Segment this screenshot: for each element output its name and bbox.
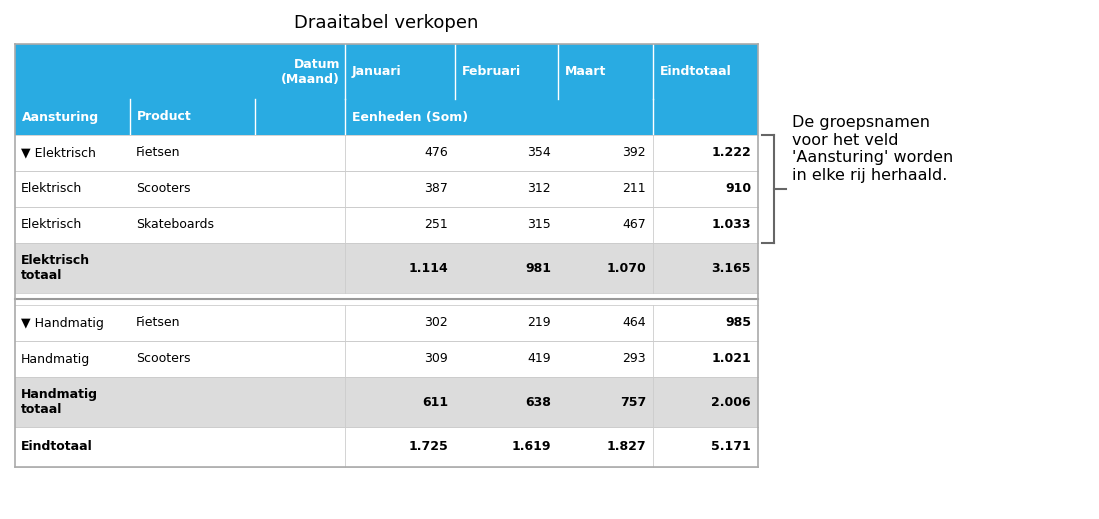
Text: 302: 302 [424, 317, 448, 330]
Text: 251: 251 [424, 218, 448, 231]
Text: 611: 611 [422, 395, 448, 408]
Text: Elektrisch
totaal: Elektrisch totaal [21, 254, 90, 282]
Text: 293: 293 [622, 352, 646, 365]
Text: Januari: Januari [352, 65, 401, 78]
Bar [15, 377, 758, 427]
Text: Datum
(Maand): Datum (Maand) [281, 58, 340, 86]
Text: Handmatig
totaal: Handmatig totaal [21, 388, 98, 416]
Bar [15, 171, 758, 207]
Text: 1.222: 1.222 [711, 146, 751, 159]
Text: 1.033: 1.033 [711, 218, 751, 231]
Text: 2.006: 2.006 [711, 395, 751, 408]
Text: Eindtotaal: Eindtotaal [21, 441, 92, 454]
Text: Product: Product [137, 111, 191, 124]
Text: Skateboards: Skateboards [136, 218, 214, 231]
Bar [15, 207, 758, 243]
Text: ▼ Elektrisch: ▼ Elektrisch [21, 146, 96, 159]
Bar [15, 44, 758, 99]
Bar [15, 305, 758, 341]
Text: Aansturing: Aansturing [22, 111, 99, 124]
Text: 392: 392 [622, 146, 646, 159]
Text: Elektrisch: Elektrisch [21, 218, 82, 231]
Bar [15, 341, 758, 377]
Text: 219: 219 [528, 317, 551, 330]
Text: 910: 910 [725, 183, 751, 196]
Text: Scooters: Scooters [136, 352, 190, 365]
Bar [15, 99, 758, 135]
Text: Eenheden (Som): Eenheden (Som) [352, 111, 468, 124]
Text: 419: 419 [528, 352, 551, 365]
Text: 312: 312 [528, 183, 551, 196]
Text: Eindtotaal: Eindtotaal [660, 65, 732, 78]
Text: Maart: Maart [565, 65, 607, 78]
Text: 638: 638 [525, 395, 551, 408]
Text: 211: 211 [622, 183, 646, 196]
Text: 476: 476 [424, 146, 448, 159]
Text: 315: 315 [528, 218, 551, 231]
Text: 1.070: 1.070 [607, 262, 646, 275]
Text: 757: 757 [620, 395, 646, 408]
Text: De groepsnamen
voor het veld
'Aansturing' worden
in elke rij herhaald.: De groepsnamen voor het veld 'Aansturing… [792, 115, 953, 183]
Text: 1.114: 1.114 [408, 262, 448, 275]
Text: Februari: Februari [462, 65, 521, 78]
Text: 1.619: 1.619 [511, 441, 551, 454]
Bar [15, 427, 758, 467]
Text: 387: 387 [424, 183, 448, 196]
Text: 1.827: 1.827 [607, 441, 646, 454]
Text: Fietsen: Fietsen [136, 317, 180, 330]
Text: 464: 464 [622, 317, 646, 330]
Text: 5.171: 5.171 [711, 441, 751, 454]
Text: ▼ Handmatig: ▼ Handmatig [21, 317, 104, 330]
Text: 981: 981 [525, 262, 551, 275]
Text: Draaitabel verkopen: Draaitabel verkopen [295, 14, 479, 32]
Text: 985: 985 [725, 317, 751, 330]
Text: Fietsen: Fietsen [136, 146, 180, 159]
Text: 3.165: 3.165 [711, 262, 751, 275]
Text: 1.725: 1.725 [408, 441, 448, 454]
Text: 467: 467 [622, 218, 646, 231]
Text: 1.021: 1.021 [711, 352, 751, 365]
Bar [15, 135, 758, 171]
Text: Elektrisch: Elektrisch [21, 183, 82, 196]
Text: Handmatig: Handmatig [21, 352, 90, 365]
Text: Scooters: Scooters [136, 183, 190, 196]
Text: 354: 354 [528, 146, 551, 159]
Bar [15, 243, 758, 293]
Text: 309: 309 [424, 352, 448, 365]
